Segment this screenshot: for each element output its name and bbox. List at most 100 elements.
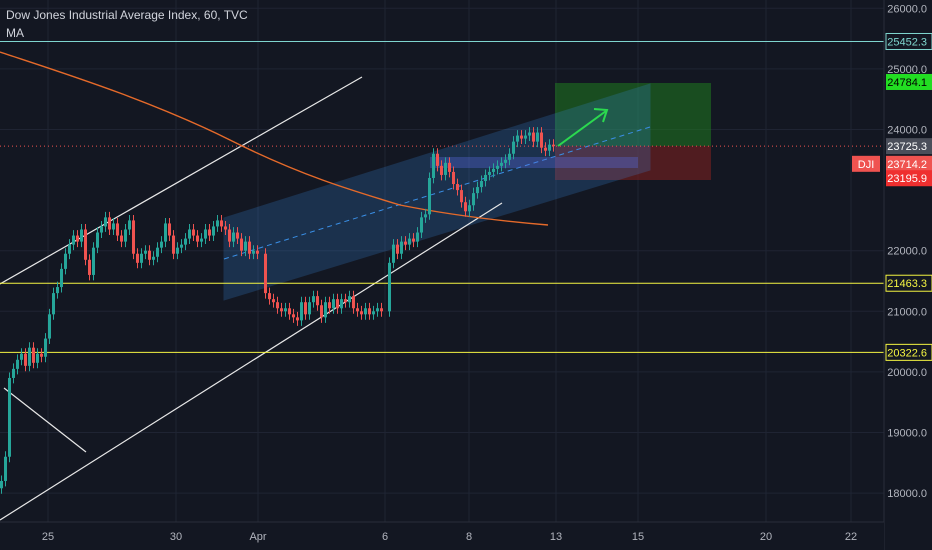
candle-body: [80, 229, 83, 242]
candle-body: [376, 308, 379, 312]
candle-body: [324, 302, 327, 318]
time-tick-label: Apr: [249, 531, 266, 543]
candle-body: [336, 299, 339, 309]
candle-body: [392, 244, 395, 263]
candle-body: [216, 220, 219, 227]
candle-body: [32, 347, 35, 363]
candle-body: [408, 238, 411, 245]
candle-body: [456, 184, 459, 191]
candle-body: [480, 181, 483, 188]
time-axis-background: [0, 522, 884, 550]
candle-body: [280, 308, 283, 312]
time-axis[interactable]: 25 30 Apr 6 8 13 15 20 22: [0, 521, 884, 550]
candle-body: [416, 232, 419, 242]
price-tag: [886, 138, 932, 155]
candle-body: [436, 153, 439, 166]
candle-body: [364, 308, 367, 315]
level-tag: [885, 32, 932, 50]
level-tag-label: 25452.3: [887, 36, 927, 48]
candle-body: [288, 308, 291, 315]
candle-body: [404, 241, 407, 245]
candle-body: [528, 132, 531, 136]
candle-body: [92, 247, 95, 275]
candle-body: [488, 171, 491, 175]
candle-body: [328, 302, 331, 309]
candle-body: [440, 165, 443, 175]
candle-body: [188, 229, 191, 239]
price-tag: [886, 73, 932, 90]
candle-body: [16, 359, 19, 369]
candle-body: [548, 144, 551, 151]
candle-body: [428, 177, 431, 215]
candle-body: [144, 250, 147, 254]
candle-body: [88, 259, 91, 275]
candle-body: [292, 314, 295, 318]
candle-body: [448, 162, 451, 172]
candle-body: [68, 244, 71, 254]
highlight-band: [430, 157, 638, 168]
candle-body: [256, 250, 259, 254]
candle-body: [208, 229, 211, 236]
candle-body: [332, 299, 335, 309]
level-tag: [885, 274, 932, 292]
candle-body: [316, 296, 319, 306]
candle-body: [400, 241, 403, 254]
candle-body: [64, 253, 67, 269]
candle-body: [348, 296, 351, 303]
candle-body: [60, 268, 63, 288]
projection-arrowhead: [593, 108, 609, 123]
candle-body: [84, 229, 87, 260]
candle-body: [200, 238, 203, 242]
candle-body: [236, 232, 239, 239]
candle-body: [136, 253, 139, 263]
candle-body: [444, 162, 447, 175]
candle-body: [192, 229, 195, 236]
price-tag: [886, 170, 932, 187]
candle-body: [44, 338, 47, 357]
candle-body: [432, 153, 435, 178]
candle-body: [212, 226, 215, 236]
symbol-tag: [852, 155, 880, 172]
time-tick-label: 25: [42, 531, 54, 543]
candle-body: [56, 287, 59, 294]
candle-body: [268, 293, 271, 300]
candle-body: [452, 171, 455, 185]
indicator-label[interactable]: MA: [6, 26, 24, 40]
time-tick-label: 15: [632, 531, 644, 543]
regression-channel: [223, 83, 651, 301]
price-axis[interactable]: 26000.0 25000.0 24000.0 22000.0 21000.0 20000…: [852, 0, 932, 550]
candle-body: [112, 223, 115, 230]
candle-body: [176, 247, 179, 254]
candle-body: [232, 232, 235, 242]
candle-body: [116, 223, 119, 236]
candle-body: [504, 159, 507, 163]
candle-body: [168, 223, 171, 236]
chart-title: Dow Jones Industrial Average Index, 60, …: [6, 8, 248, 22]
candle-body: [48, 314, 51, 339]
candle-body: [244, 241, 247, 251]
candle-body: [360, 311, 363, 315]
candle-body: [4, 456, 7, 481]
candle-body: [540, 132, 543, 148]
candle-body: [536, 132, 539, 142]
candle-body: [248, 241, 251, 254]
candle-body: [160, 241, 163, 248]
candle-body: [224, 226, 227, 230]
level-tag: [885, 343, 932, 361]
candle-body: [140, 253, 143, 263]
short-trendline: [3, 387, 87, 453]
target-zone: [555, 83, 711, 147]
candle-body: [520, 135, 523, 139]
time-tick-label: 22: [845, 531, 857, 543]
candle-body: [28, 347, 31, 366]
stop-zone: [555, 146, 711, 180]
channel-midline: [223, 126, 651, 260]
price-tick-label: 22000.0: [887, 246, 927, 258]
candlestick-series: [0, 127, 555, 494]
price-tick-label: 26000.0: [887, 3, 927, 15]
time-tick-label: 20: [760, 531, 772, 543]
chart-drawings: [0, 40, 884, 521]
candle-body: [264, 253, 267, 294]
